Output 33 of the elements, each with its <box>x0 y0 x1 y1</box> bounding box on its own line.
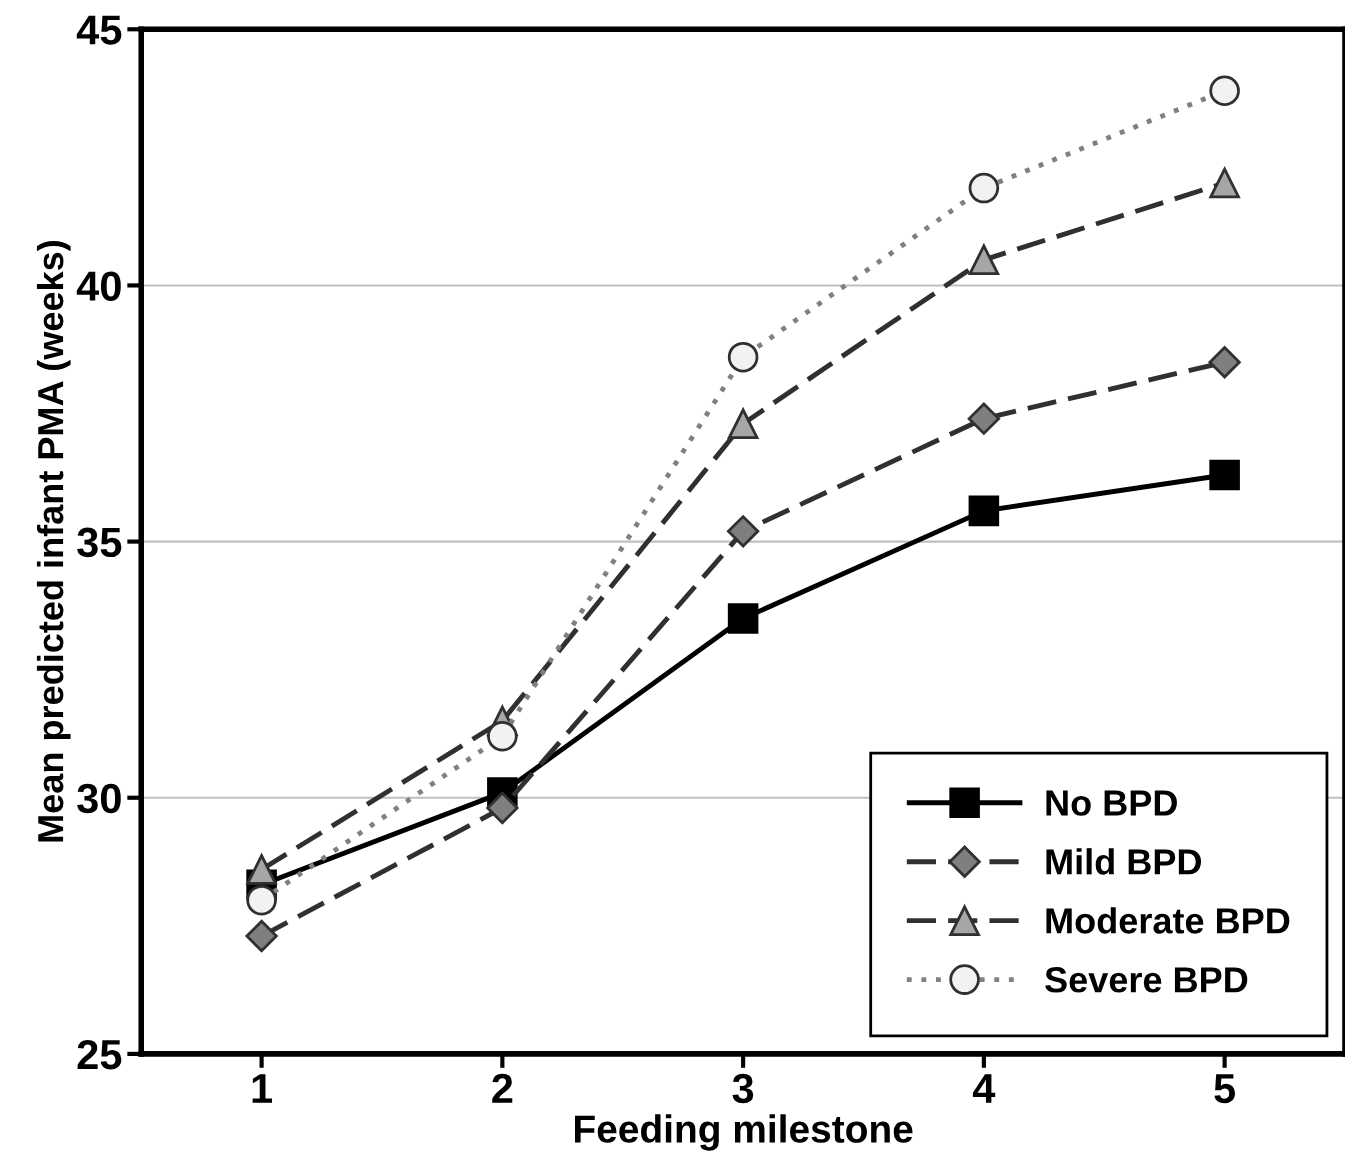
y-tick-label: 25 <box>77 1039 122 1070</box>
point <box>967 402 1000 435</box>
point <box>968 495 1000 527</box>
point <box>968 172 1000 204</box>
point <box>968 244 1000 276</box>
x-tick-label: 5 <box>1214 1074 1236 1104</box>
point <box>487 720 518 752</box>
point <box>245 919 278 953</box>
y-tick-label: 40 <box>76 271 121 301</box>
legend-label: Moderate BPD <box>1046 907 1290 934</box>
point <box>726 515 760 548</box>
point <box>486 791 519 825</box>
point <box>1209 75 1240 107</box>
x-tick-label: 4 <box>972 1074 996 1103</box>
y-tick-label: 30 <box>77 783 121 814</box>
y-axis-title: Mean predicted infant PMA (weeks) <box>36 241 71 842</box>
point <box>727 408 759 440</box>
point <box>727 341 759 373</box>
x-tick-label: 1 <box>252 1074 273 1103</box>
x-axis-title: Feeding milestone <box>575 1114 913 1151</box>
point <box>727 603 759 634</box>
y-tick-label: 45 <box>76 15 122 45</box>
point <box>246 884 277 916</box>
point <box>246 854 277 885</box>
legend-label: No BPD <box>1046 790 1177 816</box>
legend-label: Severe BPD <box>1045 967 1248 993</box>
legend-label: Mild BPD <box>1046 848 1201 875</box>
point <box>1209 459 1240 491</box>
x-tick-label: 2 <box>492 1073 513 1103</box>
point <box>1208 346 1241 379</box>
x-tick-label: 3 <box>732 1073 754 1104</box>
point <box>1209 167 1240 199</box>
y-tick-label: 35 <box>77 527 122 558</box>
